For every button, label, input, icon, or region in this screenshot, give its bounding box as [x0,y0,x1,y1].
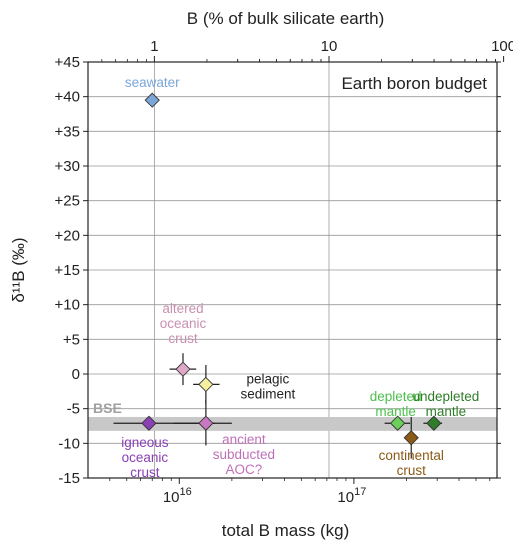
y-tick-label: -15 [58,470,80,487]
top-axis-label: B (% of bulk silicate earth) [187,9,384,28]
point-label-undepleted-mantle: undepleted mantle [412,389,479,419]
x-axis-label: total B mass (kg) [222,521,350,540]
data-point-altered-oceanic-crust [175,361,191,377]
data-point-depleted-mantle [389,415,406,431]
chart-title: Earth boron budget [341,74,487,93]
y-tick-label: -5 [67,401,80,418]
y-axis-label: δ¹¹B (‰) [9,237,28,302]
data-point-undepleted-mantle [426,415,442,431]
y-tick-label: +45 [55,54,80,71]
grid-layer [88,62,497,478]
point-label-ancient-subducted-aoc: ancient subducted AOC? [213,432,275,477]
y-tick-label: 0 [72,366,80,383]
y-tick-label: +15 [55,262,80,279]
point-label-igneous-oceanic-crust: igneous oceanic crust [121,435,169,480]
x-tick-label: 1017 [337,486,366,506]
x-tick-label: 1016 [163,486,192,506]
data-point-pelagic-sediment [198,376,214,393]
data-point-seawater [144,92,160,108]
y-tick-label: +25 [55,193,80,210]
data-point-igneous-oceanic-crust [141,415,157,431]
point-label-seawater: seawater [125,75,180,90]
point-label-pelagic-sediment: pelagic sediment [240,371,295,401]
bse-label: BSE [93,400,122,416]
y-tick-label: +35 [55,123,80,140]
point-label-layer: seawater altered oceanic crust pelagic sedime… [121,75,479,480]
tick-layer: +45 +40 +35 +30 +25 +20 +15 +10 +5 0 -5 -10 -15 1 10 10… [55,38,513,506]
y-tick-label: +5 [63,331,80,348]
data-point-continental-crust [403,430,419,446]
y-tick-label: +40 [55,89,80,106]
series-layer [113,92,443,459]
point-label-depleted-mantle: depleted mantle [370,389,422,419]
y-tick-label: +10 [55,297,80,314]
y-tick-label: -10 [58,435,80,452]
y-tick-label: +30 [55,158,80,175]
top-tick-label: 10 [321,38,338,55]
top-tick-label: 1 [150,38,158,55]
point-label-continental-crust: continental crust [379,448,444,478]
top-tick-label: 100 [491,38,513,55]
point-label-altered-oceanic-crust: altered oceanic crust [160,301,207,346]
y-tick-label: +20 [55,227,80,244]
data-point-ancient-subducted-aoc [198,415,214,431]
